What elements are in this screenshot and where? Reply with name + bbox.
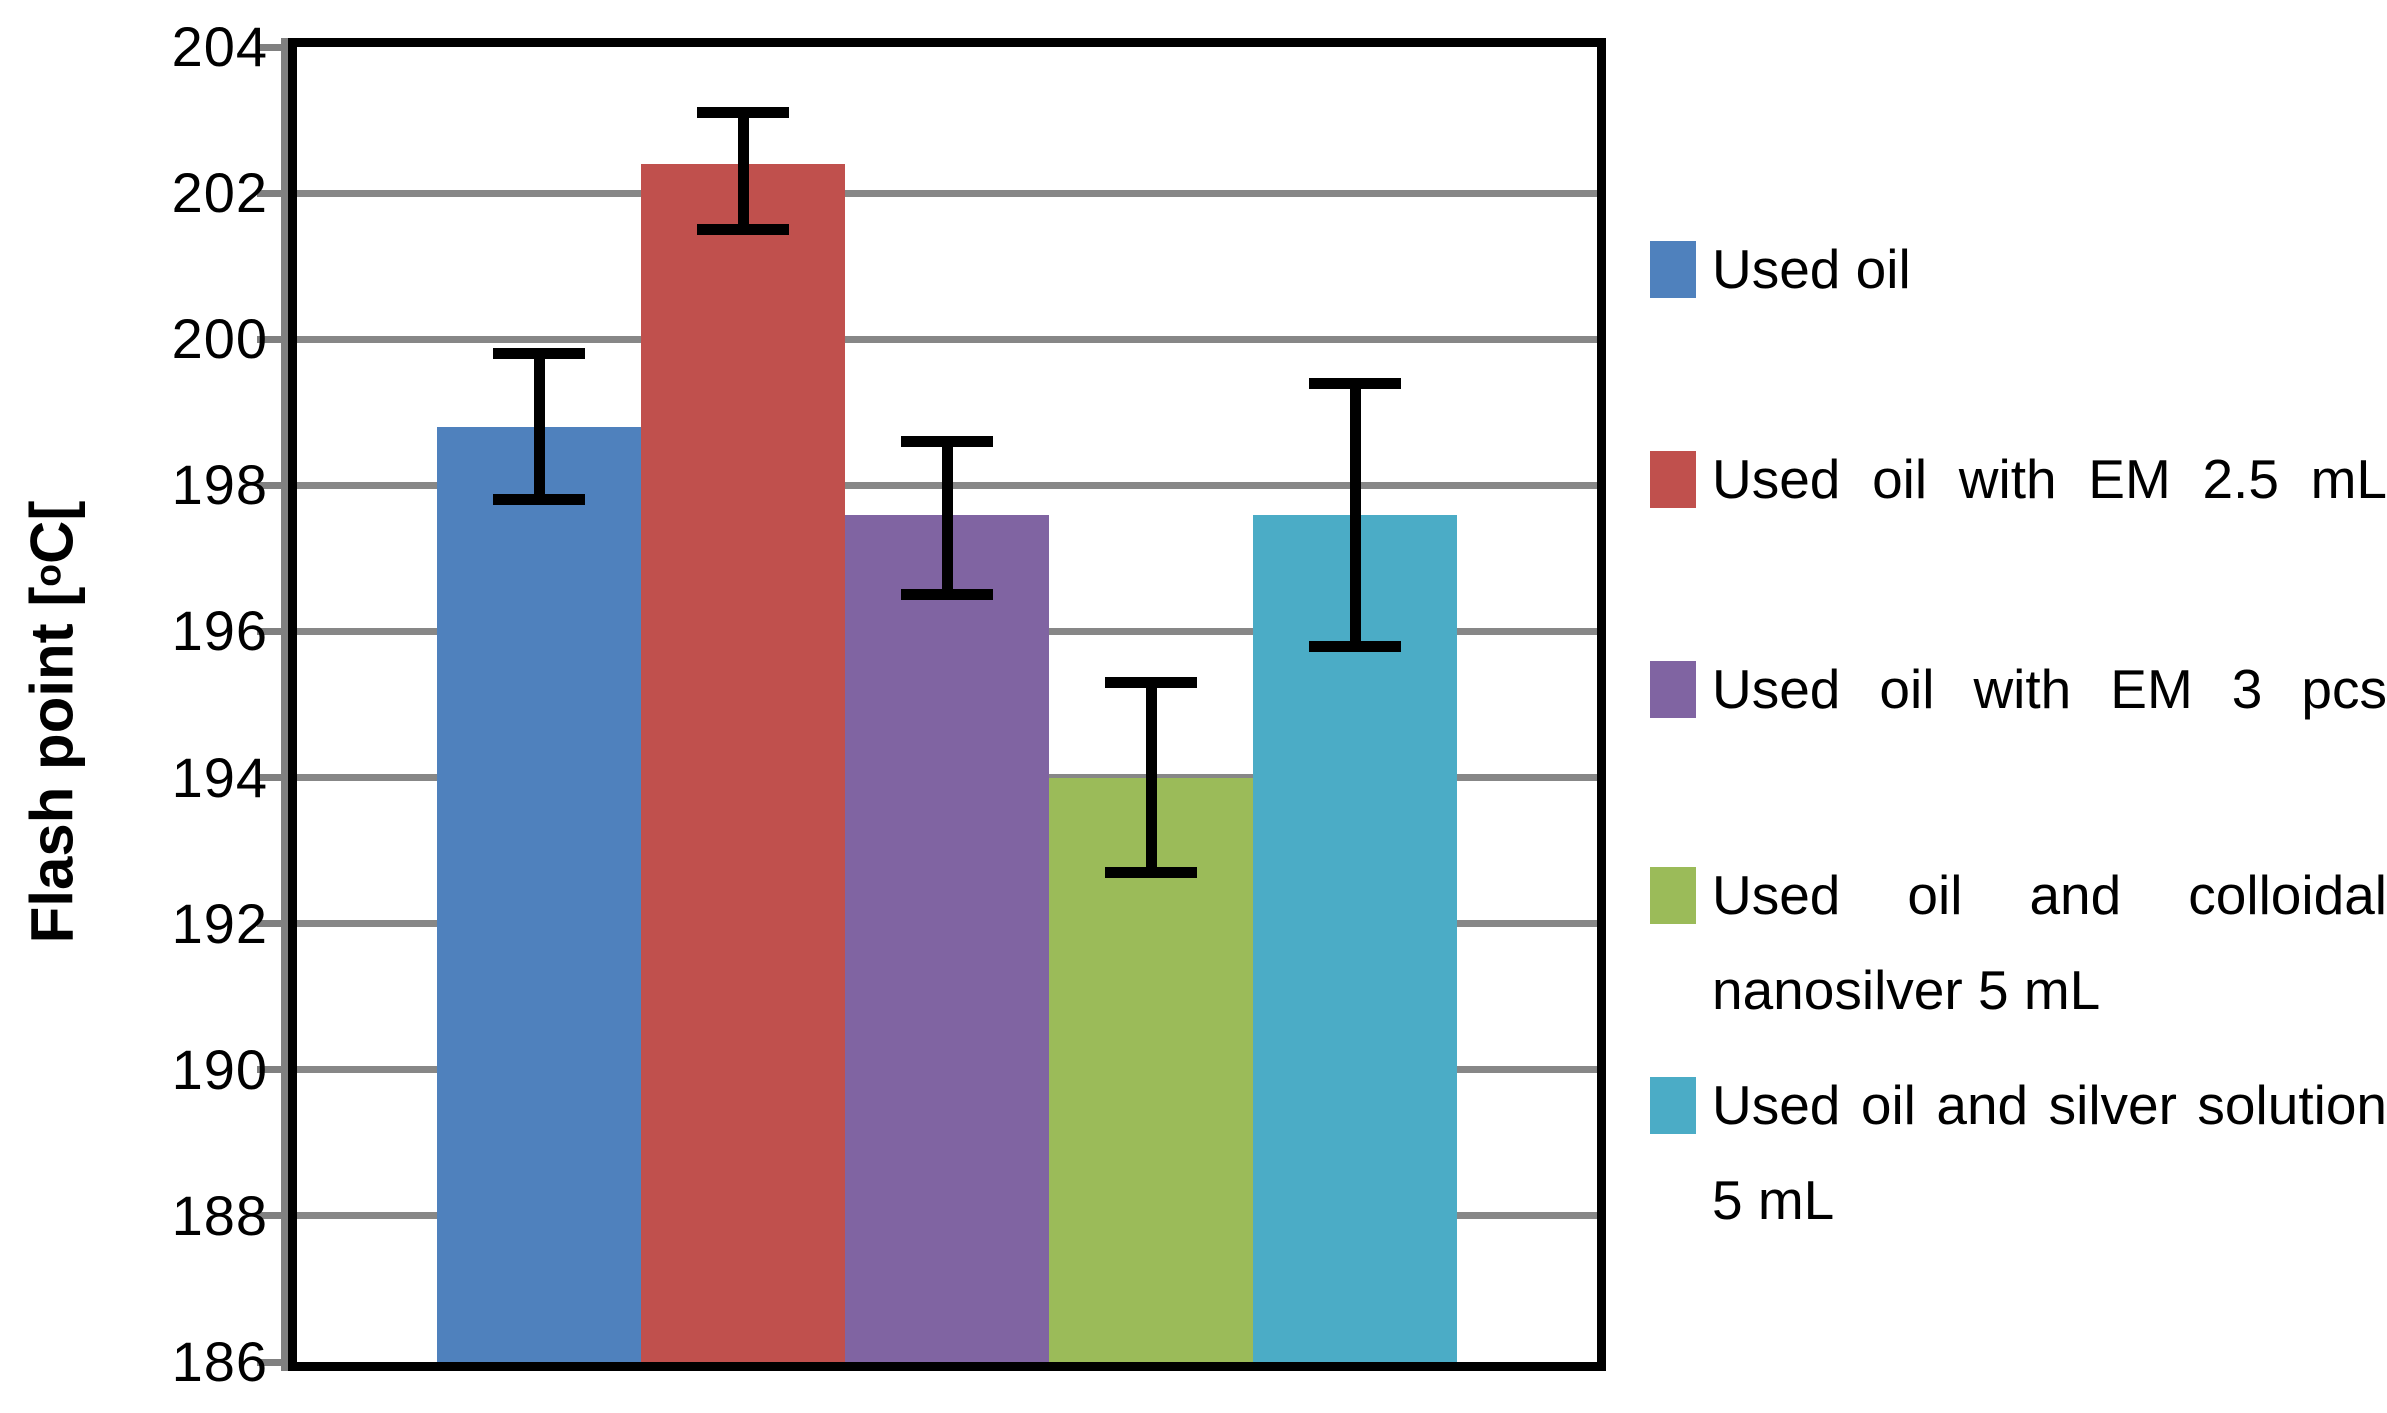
- error-bar-upper-cap-series-2: [697, 107, 789, 119]
- legend-label-5: Used oil and silver solution 5 mL: [1712, 1074, 2387, 1231]
- error-bar-line-series-2: [737, 112, 749, 230]
- error-bar-lower-cap-series-1: [493, 494, 585, 506]
- error-bar-upper-cap-series-3: [901, 436, 993, 447]
- legend-swatch-1: [1650, 241, 1696, 298]
- bar-series-1: [437, 426, 641, 1362]
- error-bar-line-series-4: [1145, 682, 1157, 873]
- y-tick-192: [257, 920, 281, 928]
- y-axis-title-superscript: o: [26, 563, 69, 587]
- error-bar-lower-cap-series-2: [697, 224, 789, 236]
- y-tick-198: [257, 481, 281, 489]
- y-tick-label-204: 204: [171, 15, 268, 78]
- legend-swatch-5: [1650, 1077, 1696, 1134]
- y-tick-label-186: 186: [171, 1330, 268, 1393]
- y-tick-label-200: 200: [171, 307, 268, 371]
- legend-swatch-4: [1650, 867, 1696, 924]
- y-tick-204: [257, 43, 281, 51]
- error-bar-upper-cap-series-4: [1105, 677, 1197, 689]
- legend-label-4: Used oil and colloidal nanosilver 5 mL: [1712, 864, 2387, 1021]
- y-tick-label-194: 194: [171, 745, 268, 809]
- error-bar-line-series-3: [941, 441, 953, 595]
- error-bar-upper-cap-series-5: [1309, 377, 1401, 389]
- error-bar-line-series-1: [533, 353, 545, 500]
- y-tick-label-196: 196: [171, 599, 268, 663]
- y-tick-label-188: 188: [171, 1183, 268, 1247]
- y-tick-label-190: 190: [171, 1037, 268, 1101]
- error-bar-lower-cap-series-5: [1309, 640, 1401, 652]
- bar-series-5: [1253, 514, 1457, 1362]
- y-tick-196: [257, 627, 281, 635]
- legend-label-2: Used oil with EM 2.5 mL: [1712, 448, 2387, 510]
- y-tick-186: [257, 1358, 281, 1366]
- error-bar-lower-cap-series-3: [901, 589, 993, 601]
- gridline-200: [297, 335, 1597, 343]
- y-tick-200: [257, 335, 281, 343]
- y-tick-194: [257, 774, 281, 782]
- y-axis-line: [281, 38, 288, 1371]
- legend-swatch-3: [1650, 661, 1696, 718]
- legend-label-3: Used oil with EM 3 pcs: [1712, 658, 2387, 720]
- gridline-202: [297, 189, 1597, 197]
- y-tick-label-202: 202: [171, 161, 268, 225]
- legend-label-1: Used oil: [1712, 238, 1911, 300]
- bar-series-3: [845, 514, 1049, 1362]
- y-tick-202: [257, 189, 281, 197]
- y-tick-label-198: 198: [171, 453, 268, 517]
- error-bar-upper-cap-series-1: [493, 348, 585, 360]
- y-tick-188: [257, 1212, 281, 1220]
- legend-swatch-2: [1650, 451, 1696, 508]
- y-tick-label-192: 192: [171, 891, 268, 955]
- plot-area-border: [288, 38, 1606, 1371]
- y-axis-title: Flash point [oC[: [18, 501, 87, 944]
- bar-series-2: [641, 163, 845, 1362]
- error-bar-line-series-5: [1349, 383, 1361, 647]
- y-tick-190: [257, 1066, 281, 1074]
- error-bar-lower-cap-series-4: [1105, 867, 1197, 879]
